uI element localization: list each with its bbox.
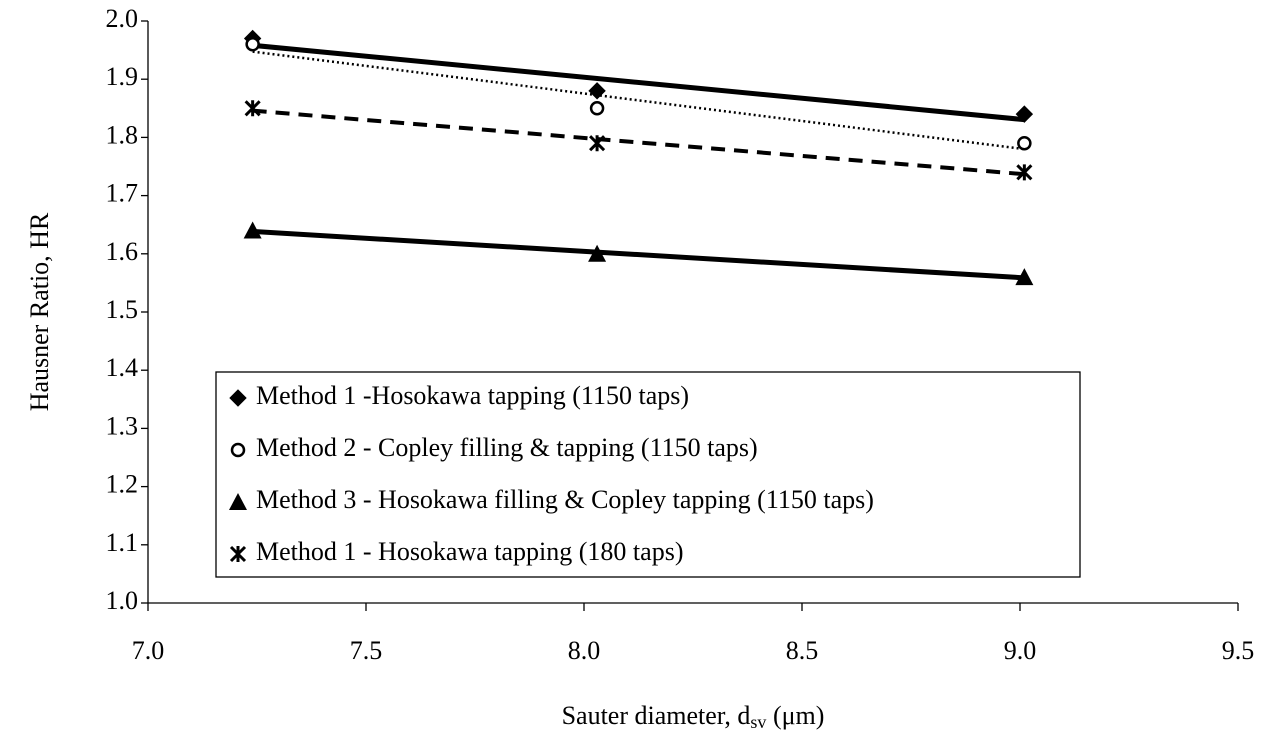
x-axis-label-suffix: (μm) [766, 701, 824, 730]
legend-marker [229, 545, 247, 563]
y-tick-label: 1.3 [106, 411, 139, 440]
marker [245, 37, 260, 52]
legend-label: Method 1 -Hosokawa tapping (1150 taps) [256, 381, 689, 410]
trend-line [252, 228, 1025, 281]
x-tick-label: 7.0 [132, 636, 165, 665]
trend-line [252, 108, 1025, 177]
x-tick-label: 8.0 [568, 636, 601, 665]
x-axis-label-text: Sauter diameter, d [562, 701, 751, 730]
y-tick-label: 1.4 [106, 353, 139, 382]
y-tick-label: 1.7 [106, 179, 139, 208]
marker [244, 100, 261, 117]
legend-label: Method 3 - Hosokawa filling & Copley tap… [256, 485, 874, 514]
x-axis-label-subscript: sv [750, 712, 766, 732]
x-tick-label: 7.5 [350, 636, 383, 665]
y-tick-label: 1.2 [106, 470, 139, 499]
y-axis-label: Hausner Ratio, HR [25, 212, 54, 411]
marker [243, 221, 262, 239]
marker [1017, 135, 1032, 151]
trend-line [252, 50, 1025, 151]
y-tick-label: 1.6 [106, 237, 139, 266]
marker [1016, 164, 1033, 181]
marker [589, 135, 606, 152]
legend-marker [230, 442, 246, 458]
trend-line [252, 42, 1025, 123]
legend-label: Method 1 - Hosokawa tapping (180 taps) [256, 537, 683, 566]
x-axis-label: Sauter diameter, dsv (μm) [562, 701, 825, 732]
legend-marker [229, 389, 247, 407]
marker [588, 244, 607, 262]
x-tick-label: 9.5 [1222, 636, 1255, 665]
y-tick-label: 1.9 [106, 62, 139, 91]
legend-box [215, 371, 1081, 578]
y-tick-label: 1.5 [106, 295, 139, 324]
marker [589, 101, 605, 116]
x-tick-label: 8.5 [786, 636, 819, 665]
y-tick-label: 1.8 [106, 120, 139, 149]
marker [1015, 268, 1034, 286]
y-tick-label: 1.0 [106, 586, 139, 615]
y-tick-label: 2.0 [106, 4, 139, 33]
legend: Method 1 -Hosokawa tapping (1150 taps) Me… [215, 371, 1081, 578]
marker [1015, 105, 1034, 123]
marker [588, 82, 606, 100]
legend-marker [229, 493, 247, 510]
legend-label: Method 2 - Copley filling & tapping (115… [256, 433, 758, 462]
x-tick-label: 9.0 [1004, 636, 1037, 665]
y-tick-label: 1.1 [106, 528, 139, 557]
